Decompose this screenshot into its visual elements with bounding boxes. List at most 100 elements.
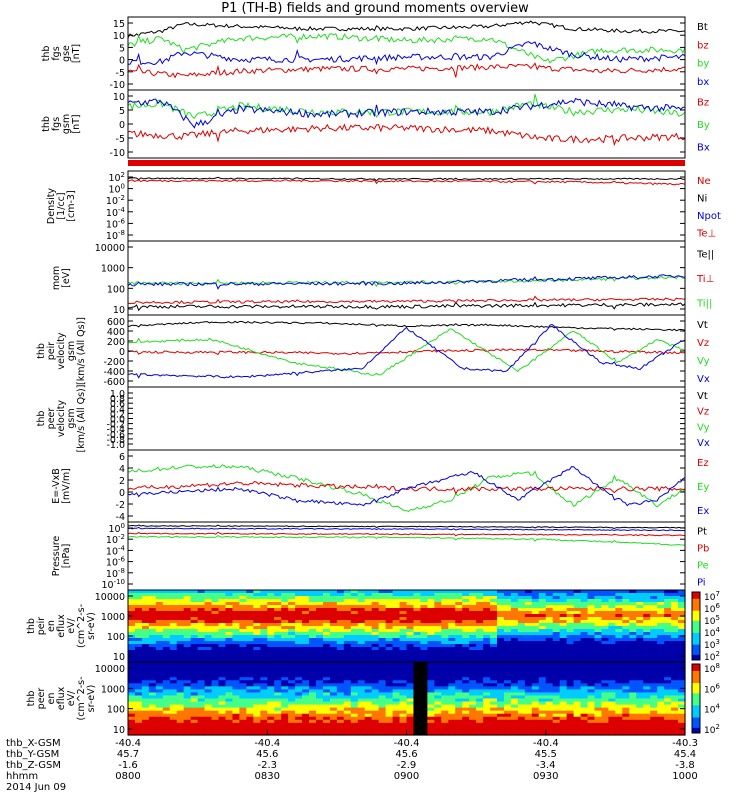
heatmap-cell — [302, 620, 310, 624]
heatmap-cell — [357, 629, 366, 633]
heatmap-cell — [204, 650, 213, 654]
x-tick-label: -2.9 — [397, 760, 417, 771]
heatmap-cell — [587, 596, 596, 600]
heatmap-cell — [128, 638, 136, 642]
heatmap-cell — [524, 617, 533, 621]
heatmap-cell — [134, 731, 143, 736]
heatmap-cell — [629, 671, 637, 675]
heatmap-cell — [364, 629, 373, 633]
heatmap-cell — [503, 641, 512, 645]
heatmap-cell — [413, 731, 422, 736]
heatmap-cell — [566, 596, 575, 600]
heatmap-cell — [350, 623, 359, 627]
heatmap-cell — [336, 683, 345, 687]
heatmap-cell — [601, 644, 610, 648]
heatmap-cell — [274, 635, 282, 639]
heatmap-cell — [239, 596, 247, 600]
heatmap-cell — [650, 689, 658, 694]
heatmap-cell — [204, 611, 213, 615]
heatmap-cell — [566, 629, 575, 633]
heatmap-cell — [559, 605, 568, 609]
x-tick-label: 0900 — [394, 771, 419, 782]
heatmap-cell — [580, 599, 589, 603]
heatmap-cell — [399, 710, 408, 715]
heatmap-cell — [176, 641, 185, 645]
heatmap-cell — [552, 683, 561, 687]
heatmap-cell — [343, 695, 352, 700]
heatmap-cell — [517, 632, 526, 636]
heatmap-cell — [399, 680, 408, 684]
heatmap-cell — [497, 668, 505, 672]
heatmap-cell — [420, 632, 428, 636]
heatmap-cell — [483, 686, 491, 690]
heatmap-cell — [260, 647, 268, 651]
heatmap-cell — [622, 617, 630, 621]
heatmap-cell — [197, 602, 206, 606]
heatmap-cell — [427, 722, 435, 727]
heatmap-cell — [469, 662, 477, 666]
heatmap-cell — [503, 596, 512, 600]
y-tick-label: 10000 — [95, 664, 125, 675]
heatmap-cell — [510, 704, 519, 709]
heatmap-cell — [176, 692, 185, 697]
heatmap-cell — [197, 641, 206, 645]
heatmap-cell — [594, 662, 603, 666]
heatmap-cell — [253, 674, 261, 678]
heatmap-cell — [204, 719, 213, 724]
heatmap-cell — [671, 623, 679, 627]
heatmap-cell — [288, 611, 296, 615]
heatmap-cell — [434, 710, 442, 715]
heatmap-cell — [155, 704, 164, 709]
heatmap-cell — [302, 659, 310, 663]
heatmap-cell — [566, 719, 575, 724]
heatmap-cell — [573, 713, 582, 718]
heatmap-cell — [295, 725, 303, 730]
colorbar-segment — [692, 708, 700, 712]
heatmap-cell — [657, 629, 665, 633]
heatmap-cell — [128, 656, 136, 660]
heatmap-cell — [183, 665, 192, 669]
heatmap-cell — [664, 725, 672, 730]
colorbar-segment — [692, 696, 700, 699]
heatmap-cell — [204, 704, 213, 709]
heatmap-cell — [239, 692, 247, 697]
heatmap-cell — [538, 659, 547, 663]
heatmap-cell — [232, 728, 240, 733]
heatmap-cell — [629, 644, 637, 648]
colorbar-segment — [692, 717, 700, 720]
series-Ez-line — [127, 481, 686, 495]
heatmap-cell — [197, 719, 206, 724]
heatmap-cell — [497, 641, 505, 645]
heatmap-cell — [288, 620, 296, 624]
heatmap-cell — [608, 635, 616, 639]
heatmap-cell — [601, 677, 610, 681]
heatmap-cell — [615, 674, 623, 678]
y-tick-label: 10 — [113, 725, 125, 736]
figure-title: P1 (TH-B) fields and ground moments over… — [221, 1, 529, 16]
heatmap-cell — [357, 620, 366, 624]
heatmap-cell — [608, 659, 616, 663]
heatmap-cell — [329, 605, 338, 609]
heatmap-cell — [517, 716, 526, 721]
heatmap-cell — [155, 602, 164, 606]
heatmap-cell — [413, 602, 422, 606]
heatmap-cell — [350, 620, 359, 624]
heatmap-cell — [246, 698, 254, 703]
heatmap-cell — [190, 611, 199, 615]
heatmap-cell — [413, 596, 422, 600]
heatmap-cell — [253, 611, 261, 615]
heatmap-cell — [483, 656, 491, 660]
heatmap-cell — [476, 647, 484, 651]
heatmap-cell — [538, 644, 547, 648]
heatmap-cell — [399, 623, 408, 627]
heatmap-cell — [462, 632, 470, 636]
heatmap-cell — [531, 674, 540, 678]
heatmap-cell — [343, 689, 352, 694]
heatmap-cell — [336, 638, 345, 642]
heatmap-cell — [608, 620, 616, 624]
heatmap-cell — [392, 689, 401, 694]
heatmap-cell — [204, 653, 213, 657]
heatmap-cell — [406, 629, 415, 633]
heatmap-cell — [538, 623, 547, 627]
heatmap-cell — [183, 704, 192, 709]
